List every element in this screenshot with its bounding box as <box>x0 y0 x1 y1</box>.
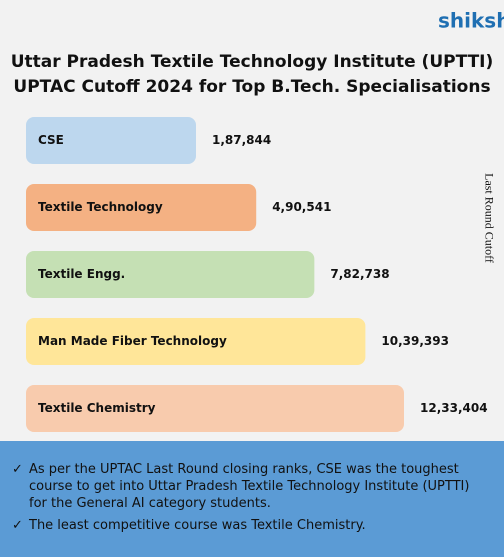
category-label: Man Made Fiber Technology <box>38 334 227 348</box>
value-label: 7,82,738 <box>330 267 389 281</box>
category-label: Textile Engg. <box>38 267 125 281</box>
value-label: 12,33,404 <box>420 401 488 415</box>
category-label: Textile Chemistry <box>38 401 156 415</box>
value-label: 1,87,844 <box>212 133 271 147</box>
note-text: As per the UPTAC Last Round closing rank… <box>29 462 470 511</box>
value-label: 10,39,393 <box>381 334 449 348</box>
bar <box>26 117 196 164</box>
axis-label: Last Round Cutoff <box>482 173 496 263</box>
category-label: Textile Technology <box>38 200 163 214</box>
bar <box>26 184 257 231</box>
category-label: CSE <box>38 133 64 147</box>
note-item: ✓ As per the UPTAC Last Round closing ran… <box>12 462 470 511</box>
bar <box>26 251 315 298</box>
brand-logo: shiksha <box>438 9 504 33</box>
note-text: The least competitive course was Textile… <box>29 518 366 533</box>
chart: shiksha Uttar Pradesh Textile Technology… <box>11 9 504 432</box>
note-item: ✓ The least competitive course was Textil… <box>12 518 366 533</box>
notes-box: ✓ As per the UPTAC Last Round closing ran… <box>0 441 504 557</box>
value-label: 4,90,541 <box>272 200 331 214</box>
bar <box>26 385 404 432</box>
bar <box>26 318 366 365</box>
chart-title: Uttar Pradesh Textile Technology Institu… <box>11 52 494 72</box>
chart-title: UPTAC Cutoff 2024 for Top B.Tech. Specia… <box>13 77 490 97</box>
